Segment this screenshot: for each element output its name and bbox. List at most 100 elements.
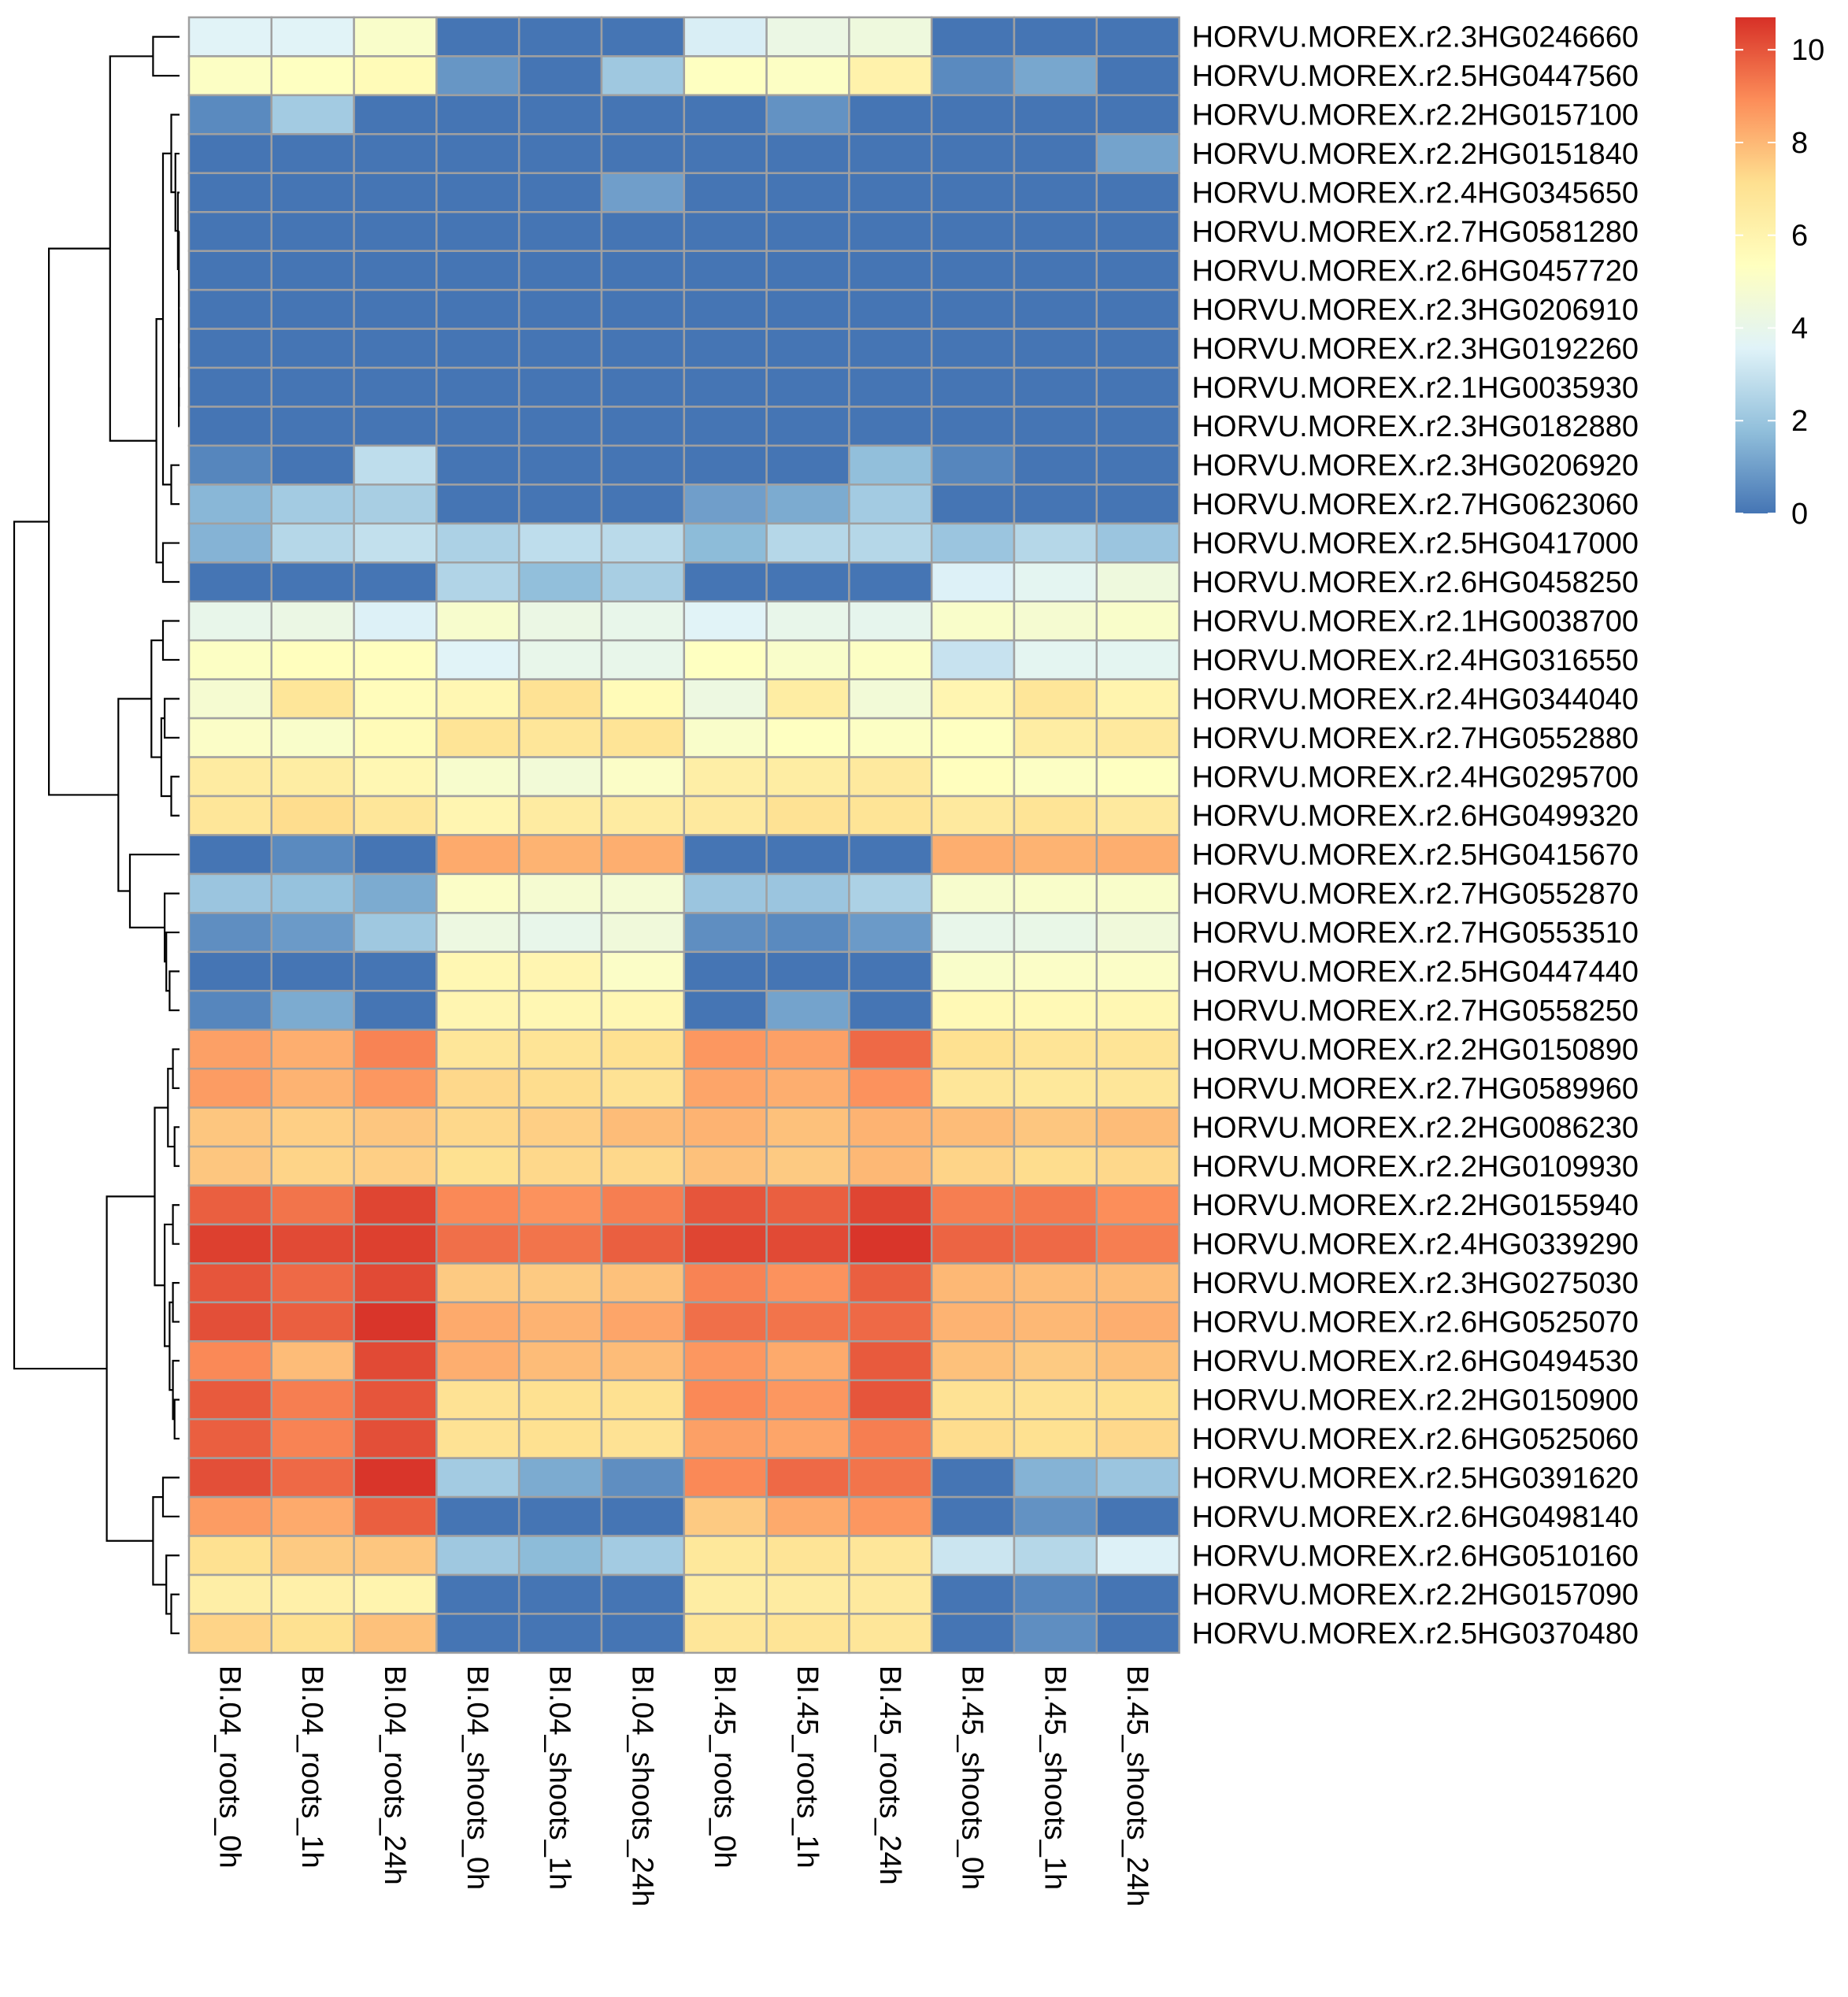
heatmap-cell	[517, 55, 603, 97]
row-label: HORVU.MOREX.r2.2HG0155940	[1192, 1189, 1639, 1222]
heatmap-cell	[1095, 600, 1180, 642]
heatmap-cells	[187, 16, 1180, 1654]
row-label: HORVU.MOREX.r2.5HG0417000	[1192, 528, 1639, 561]
heatmap-cell	[848, 600, 933, 642]
heatmap-cell	[1095, 366, 1180, 408]
heatmap-cell	[683, 795, 768, 836]
row-label: HORVU.MOREX.r2.7HG0553510	[1192, 917, 1639, 950]
row-label: HORVU.MOREX.r2.1HG0038700	[1192, 605, 1639, 638]
heatmap-cell	[435, 94, 520, 135]
heatmap-cell	[600, 328, 686, 369]
heatmap-cell	[930, 912, 1016, 954]
heatmap-cell	[1013, 1613, 1098, 1654]
heatmap-cell	[683, 250, 768, 291]
heatmap-cell	[765, 756, 850, 798]
heatmap-cell	[1095, 561, 1180, 602]
heatmap-cell	[187, 795, 273, 836]
dendrogram-branch	[178, 230, 180, 307]
heatmap-cell	[765, 211, 850, 252]
column-label: BI.45_roots_0h	[708, 1665, 741, 1869]
heatmap-cell	[600, 873, 686, 914]
heatmap-cell	[435, 1184, 520, 1226]
heatmap-cell	[435, 1301, 520, 1343]
heatmap-cell	[353, 1535, 438, 1576]
heatmap-cell	[187, 133, 273, 175]
heatmap-cell	[187, 1495, 273, 1537]
heatmap-cell	[270, 1028, 355, 1070]
heatmap-cell	[517, 133, 603, 175]
heatmap-cell	[435, 172, 520, 213]
dendrogram-branch	[172, 1048, 180, 1089]
heatmap-cell	[1095, 211, 1180, 252]
heatmap-cell	[270, 912, 355, 954]
heatmap-cell	[1013, 1106, 1098, 1148]
column-label: BI.04_roots_24h	[378, 1665, 411, 1885]
heatmap-cell	[270, 406, 355, 447]
heatmap-cell	[1095, 1184, 1180, 1226]
heatmap-cell	[683, 484, 768, 525]
heatmap-cell	[187, 561, 273, 602]
heatmap-cell	[353, 795, 438, 836]
heatmap-cell	[683, 1417, 768, 1459]
heatmap-cell	[765, 288, 850, 330]
heatmap-cell	[353, 600, 438, 642]
heatmap-cell	[353, 1067, 438, 1109]
heatmap-cell	[930, 1573, 1016, 1615]
row-label: HORVU.MOREX.r2.4HG0295700	[1192, 761, 1639, 794]
heatmap-cell	[187, 834, 273, 876]
heatmap-cell	[1013, 133, 1098, 175]
heatmap-cell	[187, 639, 273, 680]
heatmap-cell	[270, 1613, 355, 1654]
heatmap-cell	[517, 756, 603, 798]
heatmap-cell	[270, 172, 355, 213]
column-label: BI.04_roots_1h	[295, 1665, 328, 1869]
heatmap-cell	[353, 1573, 438, 1615]
heatmap-cell	[848, 1145, 933, 1187]
heatmap-cell	[1013, 16, 1098, 57]
heatmap-cell	[1095, 522, 1180, 564]
heatmap-cell	[600, 912, 686, 954]
heatmap-cell	[517, 1495, 603, 1537]
heatmap-cell	[765, 950, 850, 992]
heatmap-cell	[600, 717, 686, 758]
heatmap-cell	[187, 16, 273, 57]
heatmap-cell	[765, 912, 850, 954]
row-label: HORVU.MOREX.r2.7HG0623060	[1192, 488, 1639, 521]
heatmap-cell	[765, 717, 850, 758]
heatmap-cell	[1013, 1223, 1098, 1265]
heatmap-cell	[683, 288, 768, 330]
heatmap-cell	[1013, 990, 1098, 1031]
heatmap-cell	[187, 522, 273, 564]
row-label: HORVU.MOREX.r2.3HG0206910	[1192, 294, 1639, 327]
heatmap-cell	[517, 1379, 603, 1421]
heatmap-cell	[353, 912, 438, 954]
heatmap-cell	[1095, 1495, 1180, 1537]
heatmap-cell	[1013, 912, 1098, 954]
heatmap-cell	[517, 717, 603, 758]
heatmap-cell	[435, 366, 520, 408]
heatmap-cell	[270, 756, 355, 798]
heatmap-cell	[930, 1417, 1016, 1459]
heatmap-cell	[930, 1495, 1016, 1537]
heatmap-cell	[435, 990, 520, 1031]
heatmap-cell	[600, 484, 686, 525]
heatmap-cell	[187, 1613, 273, 1654]
heatmap-cell	[270, 288, 355, 330]
legend-tick-label: 8	[1791, 127, 1808, 160]
heatmap-cell	[930, 873, 1016, 914]
heatmap-cell	[517, 1340, 603, 1382]
heatmap-cell	[1095, 172, 1180, 213]
heatmap-cell	[517, 1457, 603, 1499]
heatmap-cell	[930, 639, 1016, 680]
column-label: BI.45_shoots_0h	[956, 1665, 989, 1890]
heatmap-cell	[1095, 94, 1180, 135]
column-labels: BI.04_roots_0h BI.04_roots_1h BI.04_roots_…	[213, 1665, 1154, 1906]
heatmap-cell	[435, 1067, 520, 1109]
row-label: HORVU.MOREX.r2.2HG0151840	[1192, 138, 1639, 171]
heatmap-cell	[187, 406, 273, 447]
heatmap-cell	[1095, 1379, 1180, 1421]
row-label: HORVU.MOREX.r2.2HG0157100	[1192, 99, 1639, 132]
legend-tick-label: 2	[1791, 405, 1808, 438]
heatmap-cell	[600, 1613, 686, 1654]
heatmap-cell	[1013, 94, 1098, 135]
